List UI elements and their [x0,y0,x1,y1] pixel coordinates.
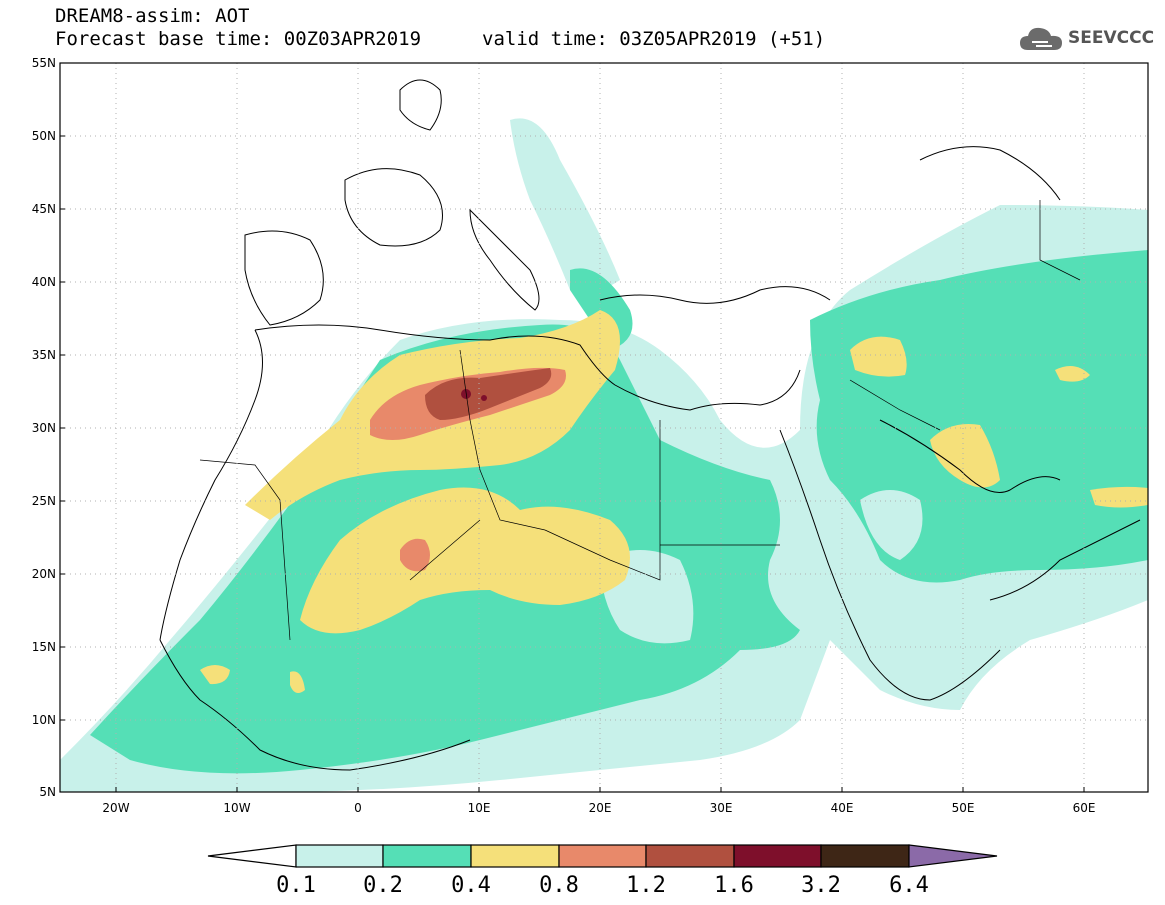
colorbar-label: 3.2 [801,873,841,898]
colorbar-label: 1.2 [626,873,666,898]
lon-label: 40E [831,801,854,815]
lon-label: 20W [102,801,129,815]
colorbar-low-arrow [207,844,297,868]
colorbar-label: 6.4 [889,873,929,898]
colorbar-high-arrow [908,844,998,868]
cloud-icon [1020,27,1062,50]
lon-label: 10W [223,801,250,815]
colorbar-label: 1.6 [714,873,754,898]
colorbar-swatch [733,844,822,868]
lat-label: 20N [32,567,56,581]
colorbar [207,844,998,868]
lat-label: 10N [32,713,56,727]
lat-label: 5N [39,785,56,799]
valid-time: valid time: 03Z05APR2019 (+51) [482,28,826,50]
country-borders [199,200,1081,641]
aot-contour-1.2 [425,368,552,420]
colorbar-label: 0.1 [276,873,316,898]
colorbar-swatch [470,844,560,868]
lon-label: 10E [468,801,491,815]
lon-label: 50E [952,801,975,815]
colorbar-swatch [382,844,472,868]
lat-label: 45N [32,202,56,216]
lat-label: 30N [32,421,56,435]
lat-label: 55N [32,56,56,70]
seevccc-logo: SEEVCCC [1018,22,1158,58]
coastlines [159,79,1141,771]
lat-label: 15N [32,640,56,654]
colorbar-swatch [558,844,647,868]
colorbar-swatch [645,844,735,868]
colorbar-label: 0.4 [451,873,491,898]
aot-field [60,79,1148,792]
lon-label: 60E [1073,801,1096,815]
colorbar-label: 0.8 [539,873,579,898]
colorbar-swatch [820,844,910,868]
lat-label: 50N [32,129,56,143]
forecast-base-time: Forecast base time: 00Z03APR2019 [55,28,422,50]
map-title: DREAM8-assim: AOT [55,5,250,27]
aot-contour-0.4 [200,310,1148,694]
logo-text: SEEVCCC [1068,28,1155,48]
lat-label: 35N [32,348,56,362]
lon-label: 0 [354,801,362,815]
lat-label: 25N [32,494,56,508]
colorbar-labels: 0.1 0.2 0.4 0.8 1.2 1.6 3.2 6.4 [276,873,929,898]
lat-label: 40N [32,275,56,289]
axis-ticks [60,62,1085,793]
colorbar-swatch [295,844,384,868]
lon-label: 30E [710,801,733,815]
latitude-labels: 55N 50N 45N 40N 35N 30N 25N 20N 15N 10N … [32,56,56,799]
longitude-labels: 20W 10W 0 10E 20E 30E 40E 50E 60E [102,801,1095,815]
colorbar-label: 0.2 [363,873,403,898]
lon-label: 20E [589,801,612,815]
